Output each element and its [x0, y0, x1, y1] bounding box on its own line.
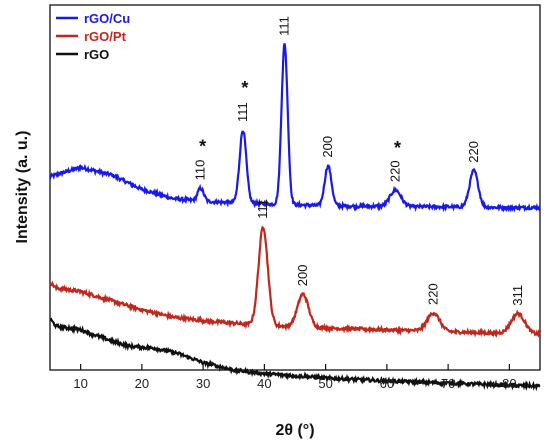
peak-label: 110	[193, 160, 208, 181]
series-line-rgo-pt	[49, 225, 541, 338]
x-tick-label: 40	[257, 376, 271, 391]
x-tick-label: 20	[135, 376, 149, 391]
annotation-layer: 110 * 111 * 111 200 220 * 220 111 200 220 311	[193, 16, 525, 305]
series-line-rgo	[49, 317, 541, 392]
peak-label: 220	[425, 283, 440, 305]
peak-label: 311	[510, 285, 525, 306]
x-tick-label: 50	[318, 376, 332, 391]
x-axis-title: 2θ (°)	[275, 422, 314, 439]
peak-label: 220	[466, 141, 481, 163]
plot-frame	[49, 4, 541, 371]
peak-label: 111	[235, 102, 250, 122]
peak-label: 200	[320, 136, 335, 158]
legend-label: rGO/Pt	[84, 29, 127, 44]
peak-star-marker: *	[241, 78, 248, 98]
legend-label: rGO/Cu	[84, 11, 130, 26]
peak-label: 220	[387, 160, 402, 182]
series-layer	[49, 43, 541, 392]
peak-label: 111	[277, 16, 292, 36]
legend: rGO/Cu rGO/Pt rGO	[56, 11, 130, 62]
y-axis-title: Intensity (a. u.)	[14, 131, 31, 244]
x-tick-label: 70	[441, 376, 455, 391]
x-tick-label: 80	[502, 376, 516, 391]
peak-star-marker: *	[199, 136, 206, 156]
series-line-rgo-cu	[49, 43, 541, 213]
legend-label: rGO	[84, 47, 109, 62]
x-axis-ticks: 10 20 30 40 50 60 70 80	[73, 364, 517, 391]
peak-label: 111	[255, 199, 270, 219]
peak-star-marker: *	[394, 138, 401, 158]
peak-label: 200	[295, 264, 310, 286]
x-tick-label: 60	[380, 376, 394, 391]
x-tick-label: 10	[73, 376, 87, 391]
x-tick-label: 30	[196, 376, 210, 391]
